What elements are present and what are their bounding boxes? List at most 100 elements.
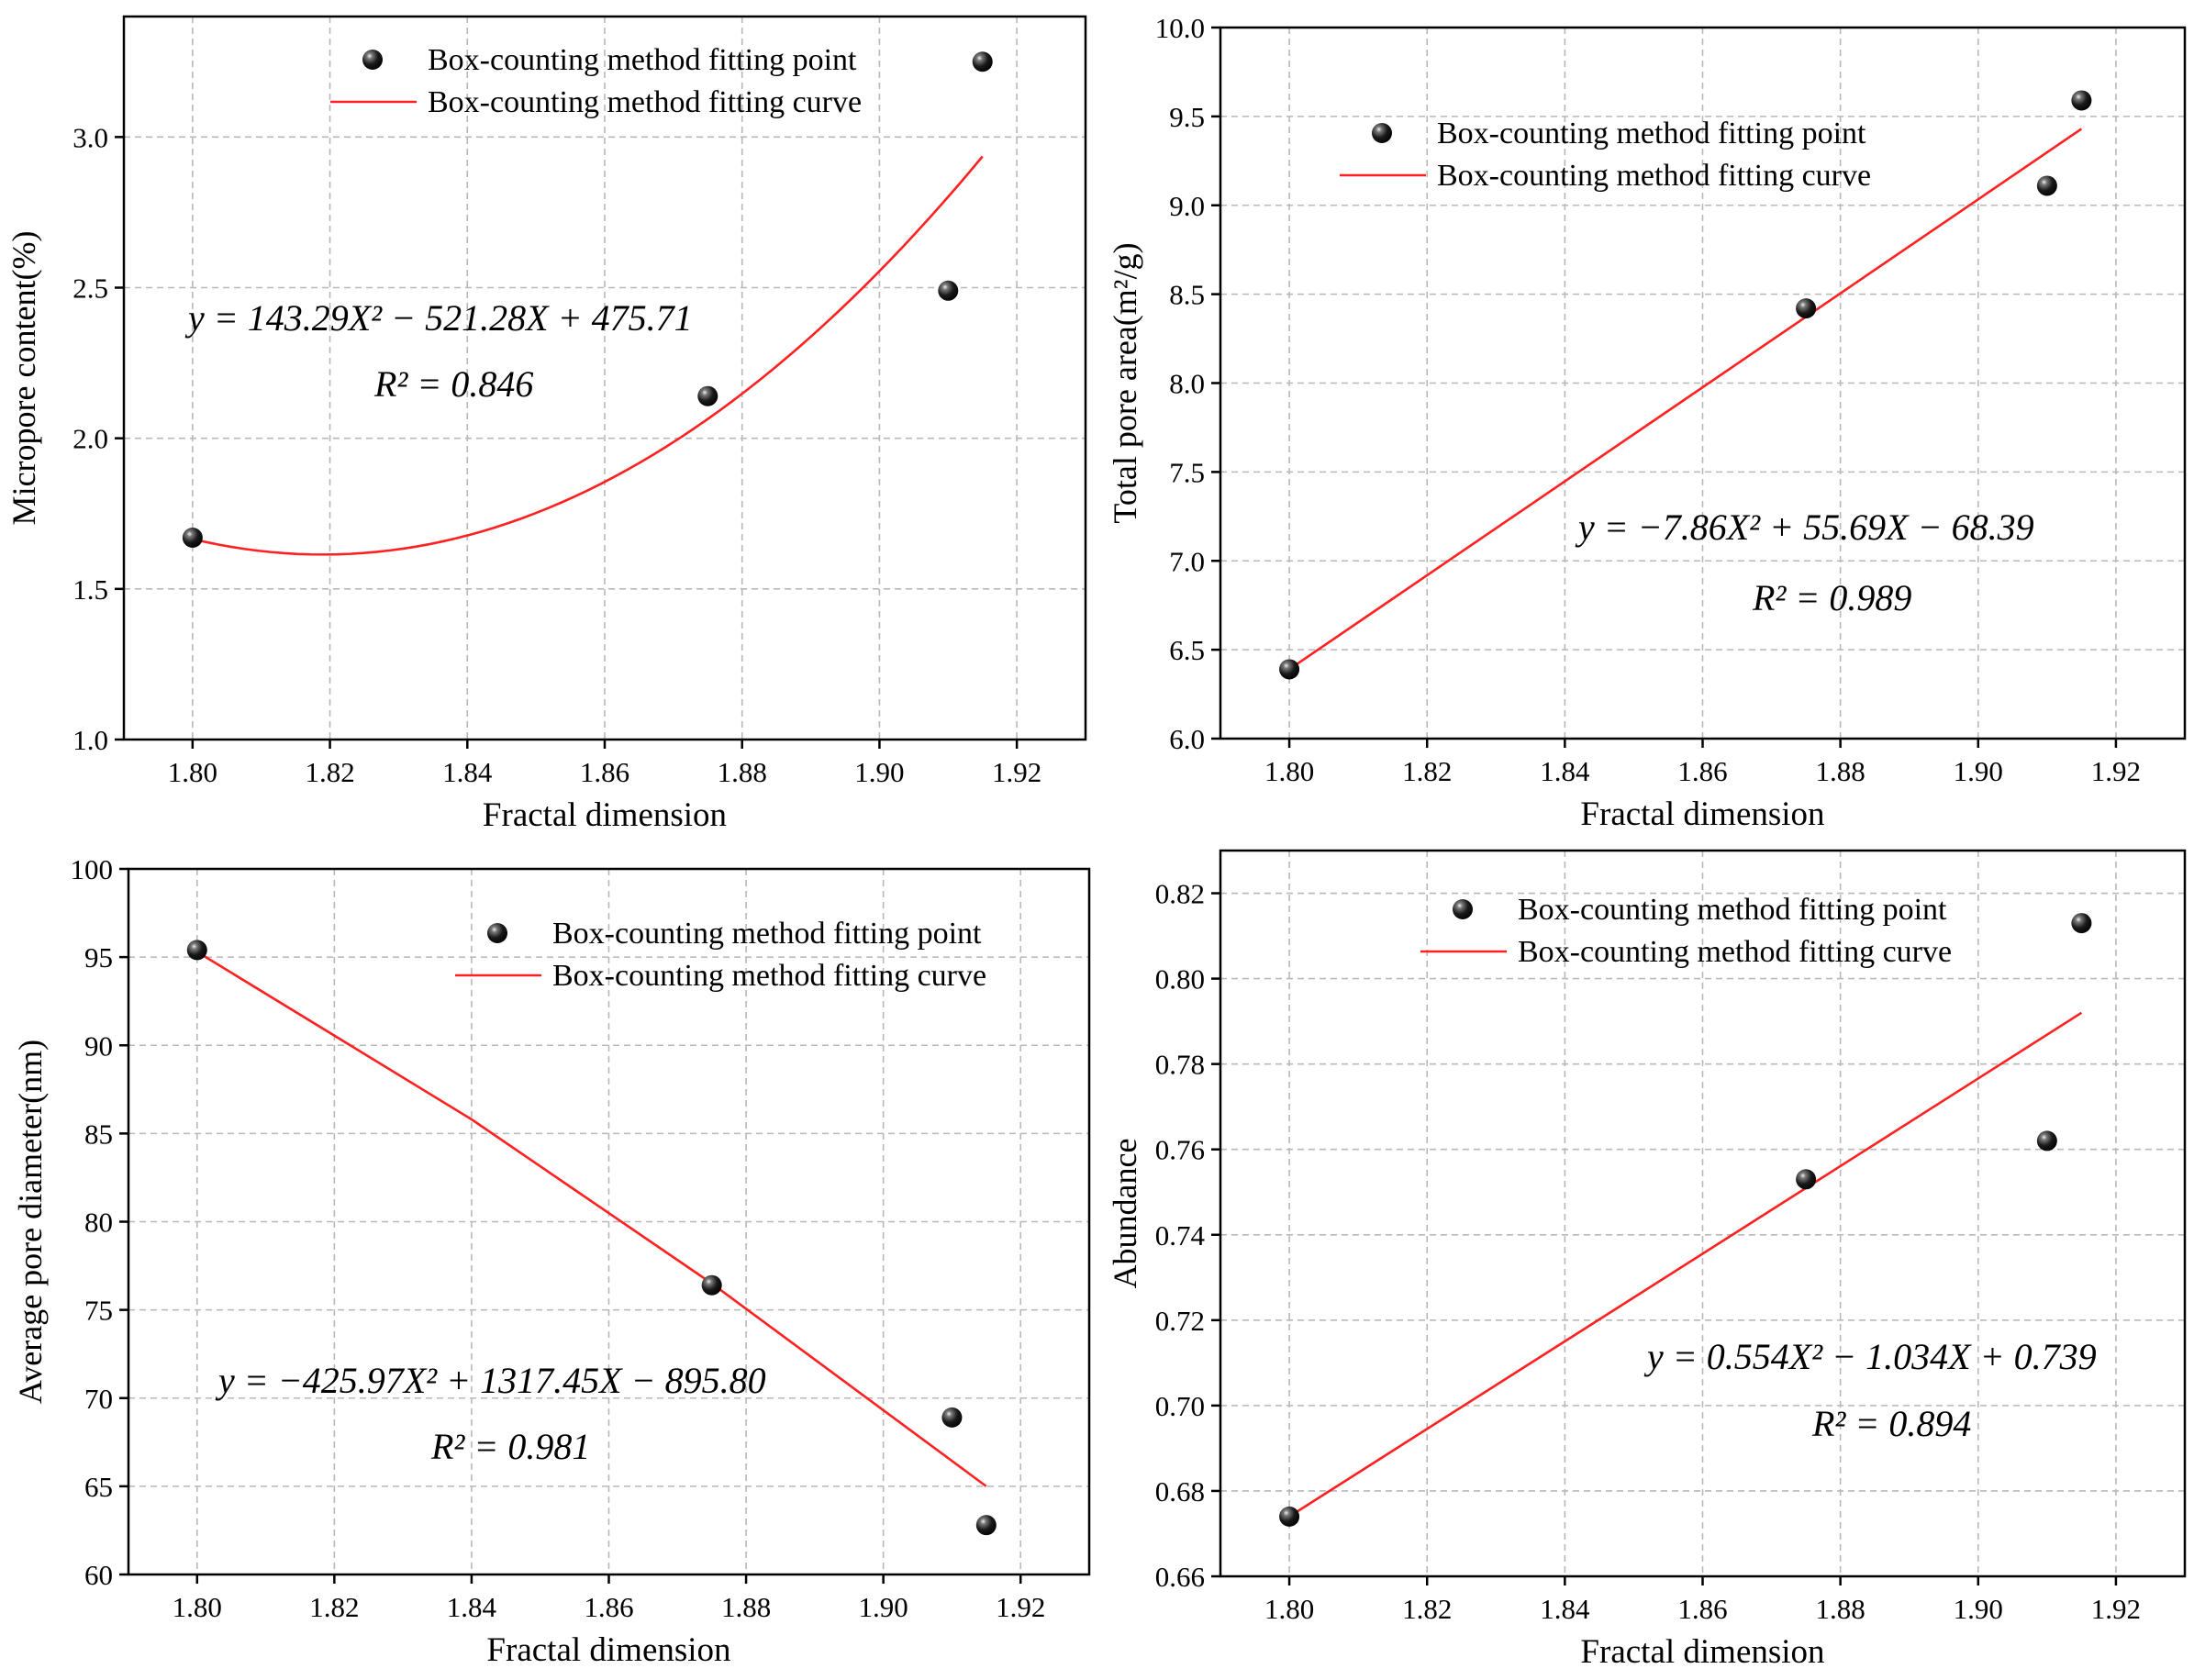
y-tick-label: 85 (84, 1118, 113, 1150)
y-axis-title: Total pore area(m²/g) (1107, 242, 1143, 523)
fit-equation: y = −425.97X² + 1317.45X − 895.80 (215, 1360, 766, 1401)
y-tick-label: 1.5 (72, 573, 108, 606)
fit-curve (196, 951, 987, 1487)
data-point (701, 1274, 722, 1296)
x-tick-label: 1.88 (721, 1591, 771, 1623)
fit-equation: y = −7.86X² + 55.69X − 68.39 (1575, 506, 2034, 548)
x-tick-label: 1.80 (1264, 755, 1314, 787)
y-tick-label: 0.78 (1155, 1049, 1205, 1081)
x-tick-label: 1.86 (580, 756, 629, 788)
data-point (975, 1515, 997, 1536)
data-point (2071, 90, 2092, 111)
x-tick-label: 1.82 (305, 756, 354, 788)
x-axis-title: Fractal dimension (1580, 795, 1824, 833)
y-tick-label: 60 (84, 1559, 113, 1591)
data-point (697, 385, 718, 406)
chart-panel-bottom-right: 1.80 1.82 1.84 1.86 1.88 1.90 1.92 0.66 0.68 0.70… (1107, 849, 2187, 1671)
x-tick-label: 1.82 (1402, 1593, 1452, 1625)
x-tick-label: 1.92 (996, 1591, 1045, 1623)
y-tick-label: 0.72 (1155, 1305, 1205, 1337)
y-tick-label: 8.0 (1169, 368, 1205, 400)
data-point (972, 51, 993, 72)
data-point (2036, 1130, 2057, 1152)
y-tick-label: 7.5 (1169, 456, 1205, 488)
y-axis-title: Abundance (1107, 1139, 1143, 1289)
x-tick-label: 1.80 (173, 1591, 222, 1623)
legend-point-marker (487, 923, 507, 943)
y-tick-label: 9.0 (1169, 190, 1205, 222)
chart-panel-bottom-left: 1.80 1.82 1.84 1.86 1.88 1.90 1.92 60 65 70 75 80 85… (12, 853, 1091, 1669)
r-squared: R² = 0.894 (1811, 1403, 1971, 1444)
legend-curve-label: Box-counting method fitting curve (428, 85, 862, 119)
legend-point-marker (362, 50, 383, 70)
y-tick-label: 90 (84, 1029, 113, 1062)
y-tick-label: 6.0 (1169, 723, 1205, 755)
legend-curve-label: Box-counting method fitting curve (552, 959, 986, 993)
y-tick-label: 7.0 (1169, 545, 1205, 577)
y-tick-label: 10.0 (1155, 12, 1205, 44)
x-tick-label: 1.82 (309, 1591, 359, 1623)
chart-panel-top-left: 1.80 1.82 1.84 1.86 1.88 1.90 1.92 1.0 1.5 2.0 2.5… (6, 15, 1087, 834)
fit-equation: y = 143.29X² − 521.28X + 475.71 (184, 297, 693, 339)
y-tick-label: 9.5 (1169, 101, 1205, 133)
x-tick-label: 1.88 (718, 756, 767, 788)
x-tick-label: 1.86 (1677, 1593, 1727, 1625)
data-point (2071, 913, 2092, 934)
data-point (938, 280, 959, 301)
y-axis-title: Average pore diameter(nm) (12, 1040, 49, 1404)
r-squared: R² = 0.981 (430, 1426, 590, 1467)
y-tick-label: 95 (84, 941, 113, 974)
y-tick-label: 0.80 (1155, 963, 1205, 996)
legend-point-label: Box-counting method fitting point (428, 43, 857, 77)
chart-panel-top-right: 1.80 1.82 1.84 1.86 1.88 1.90 1.92 6.0 6.5 7.0 7.5… (1107, 12, 2187, 833)
y-tick-label: 65 (84, 1471, 113, 1503)
x-tick-label: 1.80 (168, 756, 217, 788)
y-tick-label: 0.82 (1155, 878, 1205, 910)
x-tick-label: 1.84 (447, 1591, 497, 1623)
x-tick-label: 1.86 (584, 1591, 633, 1623)
legend-curve-label: Box-counting method fitting curve (1437, 159, 1871, 193)
data-point (182, 528, 203, 549)
x-tick-label: 1.88 (1816, 755, 1865, 787)
y-axis-title: Micropore content(%) (6, 231, 42, 526)
data-point (1279, 1506, 1300, 1527)
plot-frame (122, 15, 1087, 741)
data-point (1796, 1169, 1817, 1190)
legend-point-marker (1453, 899, 1473, 919)
y-tick-label: 100 (71, 853, 114, 885)
y-tick-label: 0.70 (1155, 1390, 1205, 1422)
y-tick-label: 80 (84, 1207, 113, 1239)
legend-point-label: Box-counting method fitting point (1518, 893, 1947, 927)
data-point (941, 1407, 963, 1428)
data-point (1796, 298, 1817, 319)
r-squared: R² = 0.846 (373, 363, 533, 405)
fit-curve (192, 155, 984, 556)
y-tick-label: 0.76 (1155, 1134, 1205, 1166)
y-tick-label: 1.0 (72, 724, 108, 756)
y-tick-label: 8.5 (1169, 279, 1205, 311)
r-squared: R² = 0.989 (1752, 577, 1911, 618)
fit-curve (1288, 128, 2083, 671)
y-tick-label: 0.66 (1155, 1561, 1205, 1593)
legend-curve-label: Box-counting method fitting curve (1518, 935, 1952, 969)
x-tick-label: 1.88 (1816, 1593, 1865, 1625)
x-axis-title: Fractal dimension (483, 796, 727, 834)
x-tick-label: 1.90 (1954, 1593, 2003, 1625)
y-tick-label: 0.74 (1155, 1219, 1206, 1252)
x-tick-label: 1.82 (1402, 755, 1452, 787)
x-tick-label: 1.90 (854, 756, 904, 788)
fit-curve (1288, 1011, 2083, 1518)
y-tick-label: 6.5 (1169, 634, 1205, 666)
x-axis-title: Fractal dimension (486, 1631, 730, 1669)
y-tick-label: 2.0 (72, 423, 108, 455)
x-tick-label: 1.84 (1540, 755, 1590, 787)
x-tick-label: 1.92 (2091, 1593, 2141, 1625)
y-tick-label: 3.0 (72, 121, 108, 153)
legend-point-marker (1372, 123, 1392, 143)
y-tick-label: 75 (84, 1295, 113, 1327)
x-axis-title: Fractal dimension (1580, 1633, 1824, 1671)
legend-point-label: Box-counting method fitting point (552, 917, 982, 951)
y-tick-label: 0.68 (1155, 1475, 1205, 1508)
x-tick-label: 1.92 (992, 756, 1041, 788)
